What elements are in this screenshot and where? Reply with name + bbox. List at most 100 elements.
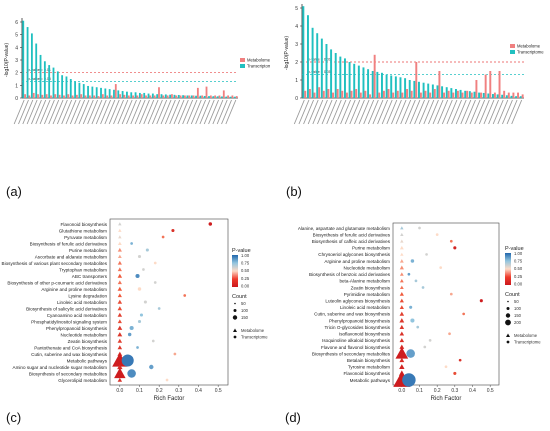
transcriptome-bar bbox=[311, 27, 314, 98]
transcriptome-bar bbox=[195, 95, 197, 98]
metabolome-point bbox=[117, 254, 122, 259]
colorbar-tick-label: 0.00 bbox=[241, 283, 250, 288]
x-tick-label: 0.0 bbox=[398, 388, 405, 394]
transcriptome-bar bbox=[186, 95, 189, 98]
transcriptome-point bbox=[135, 273, 140, 279]
category-label-placeholder bbox=[335, 99, 347, 125]
panel-label-d: (d) bbox=[285, 410, 301, 425]
transcriptome-bar bbox=[468, 91, 471, 98]
pathway-label: Biosynthesis of ferulic acid derivatives bbox=[313, 232, 391, 237]
transcriptome-bar bbox=[221, 96, 223, 98]
transcriptome-bar bbox=[82, 84, 85, 98]
transcriptome-point bbox=[121, 354, 134, 367]
metabolome-bar bbox=[378, 92, 381, 98]
metabolome-bar bbox=[322, 90, 325, 98]
pathway-label: Tryptophan metabolism bbox=[59, 267, 107, 272]
transcriptome-bar bbox=[367, 69, 370, 98]
metabolome-bar bbox=[507, 92, 510, 98]
transcriptome-point bbox=[423, 345, 427, 349]
transcriptome-bar bbox=[376, 71, 379, 98]
x-tick-label: 0.2 bbox=[156, 388, 163, 394]
category-label-placeholder bbox=[65, 99, 77, 125]
metabolome-point bbox=[399, 298, 404, 303]
pathway-label: beta-Alanine metabolism bbox=[339, 279, 390, 284]
transcriptome-point bbox=[142, 268, 145, 271]
transcriptome-bar bbox=[339, 56, 342, 98]
metabolome-bar bbox=[415, 62, 418, 98]
metabolome-bar bbox=[341, 90, 344, 98]
transcriptome-bar bbox=[348, 62, 351, 98]
category-label-placeholder bbox=[216, 99, 228, 125]
transcriptome-point bbox=[143, 300, 147, 304]
category-label-placeholder bbox=[511, 99, 523, 125]
threshold-label: p-value = 0.05 bbox=[308, 70, 331, 74]
transcriptome-bar bbox=[404, 78, 407, 98]
size-legend-dot bbox=[507, 300, 509, 303]
category-label-placeholder bbox=[502, 99, 513, 125]
metabolome-bar bbox=[355, 89, 358, 98]
category-label-placeholder bbox=[48, 99, 60, 125]
shape-legend-triangle bbox=[233, 328, 237, 332]
metabolome-bar bbox=[493, 92, 496, 98]
metabolome-bar bbox=[521, 94, 524, 98]
category-label-placeholder bbox=[455, 99, 467, 125]
metabolome-point bbox=[399, 291, 404, 296]
legend-color-title: P-value bbox=[505, 246, 524, 252]
pathway-label: Ascorbate and aldarate metabolism bbox=[35, 254, 107, 259]
pathway-label: Linoleic acid metabolism bbox=[57, 300, 107, 305]
metabolome-point bbox=[400, 252, 404, 256]
metabolome-bar bbox=[145, 95, 147, 98]
category-label-placeholder bbox=[506, 99, 518, 125]
pathway-label: Metabolic pathways bbox=[67, 358, 108, 363]
category-label-placeholder bbox=[117, 99, 129, 125]
size-legend-dot bbox=[234, 302, 236, 305]
transcriptome-point bbox=[453, 371, 457, 375]
category-label-placeholder bbox=[372, 99, 384, 125]
x-tick-label: 0.5 bbox=[487, 388, 494, 394]
metabolome-bar bbox=[401, 92, 404, 98]
metabolome-bar bbox=[218, 95, 221, 98]
transcriptome-bar bbox=[212, 96, 215, 98]
transcriptome-point bbox=[409, 305, 413, 309]
transcriptome-bar bbox=[199, 95, 202, 98]
category-label-placeholder bbox=[95, 99, 107, 125]
category-label-placeholder bbox=[151, 99, 163, 125]
transcriptome-bar bbox=[203, 95, 206, 98]
transcriptome-bar bbox=[422, 82, 425, 98]
metabolome-bar bbox=[132, 95, 134, 98]
y-axis-title: -log10(P-value) bbox=[284, 36, 290, 71]
category-label-placeholder bbox=[488, 99, 499, 125]
colorbar-tick-label: 0.75 bbox=[514, 259, 523, 264]
shape-legend-circle bbox=[506, 340, 510, 344]
transcriptome-point bbox=[439, 266, 443, 269]
metabolome-bar bbox=[153, 95, 156, 98]
transcriptome-point bbox=[137, 287, 142, 291]
legend-swatch-transcriptome bbox=[510, 50, 515, 54]
category-label-placeholder bbox=[344, 99, 356, 125]
category-label-placeholder bbox=[82, 99, 94, 125]
y-tick-label: 3 bbox=[295, 42, 298, 48]
legend-label-transcriptome: Transcriptome bbox=[247, 64, 270, 69]
metabolome-bar bbox=[433, 89, 436, 98]
category-label-placeholder bbox=[139, 99, 150, 125]
pathway-label: Flavone and flavonol biosynthesis bbox=[321, 345, 391, 350]
category-label-placeholder bbox=[160, 99, 172, 125]
metabolome-bar bbox=[84, 95, 87, 98]
pathway-label: Phenylpropanoid biosynthesis bbox=[46, 326, 108, 331]
panel-label-b: (b) bbox=[286, 184, 302, 199]
metabolome-bar bbox=[136, 95, 139, 98]
transcriptome-bar bbox=[399, 77, 402, 98]
transcriptome-bar bbox=[65, 76, 68, 98]
category-label-placeholder bbox=[121, 99, 133, 125]
pathway-label: Flavonoid biosynthesis bbox=[344, 371, 391, 376]
metabolome-point bbox=[399, 357, 405, 363]
metabolome-bar bbox=[106, 95, 109, 98]
metabolome-bar bbox=[345, 92, 348, 98]
shape-legend-label: Transcriptome bbox=[514, 340, 541, 345]
metabolome-bar bbox=[438, 71, 441, 98]
pathway-label: Purine metabolism bbox=[352, 246, 390, 251]
transcriptome-bar bbox=[113, 89, 115, 98]
category-label-placeholder bbox=[113, 99, 124, 125]
transcriptome-bar bbox=[431, 84, 434, 98]
y-tick-label: 0 bbox=[15, 96, 18, 102]
